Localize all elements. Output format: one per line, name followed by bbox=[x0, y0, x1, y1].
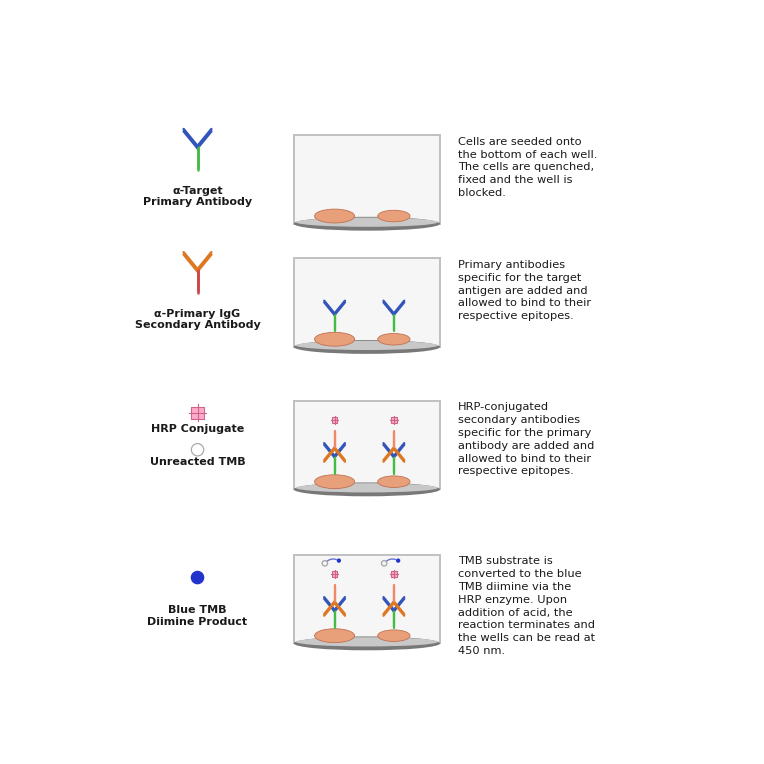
Text: Primary antibodies
specific for the target
antigen are added and
allowed to bind: Primary antibodies specific for the targ… bbox=[458, 260, 591, 321]
Polygon shape bbox=[294, 258, 440, 347]
Text: Unreacted TMB: Unreacted TMB bbox=[150, 458, 245, 468]
Ellipse shape bbox=[296, 341, 438, 350]
Text: α-Target
Primary Antibody: α-Target Primary Antibody bbox=[143, 186, 252, 207]
Polygon shape bbox=[294, 135, 440, 224]
Ellipse shape bbox=[315, 209, 354, 223]
Polygon shape bbox=[191, 406, 204, 419]
Ellipse shape bbox=[315, 629, 354, 643]
Text: HRP-conjugated
secondary antibodies
specific for the primary
antibody are added : HRP-conjugated secondary antibodies spec… bbox=[458, 403, 594, 477]
Text: Blue TMB
Diimine Product: Blue TMB Diimine Product bbox=[147, 605, 248, 627]
Polygon shape bbox=[294, 401, 440, 490]
Ellipse shape bbox=[377, 630, 410, 642]
Text: TMB substrate is
converted to the blue
TMB diimine via the
HRP enzyme. Upon
addi: TMB substrate is converted to the blue T… bbox=[458, 556, 595, 656]
Polygon shape bbox=[391, 417, 397, 422]
Ellipse shape bbox=[294, 217, 440, 231]
Text: HRP Conjugate: HRP Conjugate bbox=[151, 423, 244, 433]
Polygon shape bbox=[332, 417, 337, 422]
Ellipse shape bbox=[191, 444, 204, 456]
Text: Cells are seeded onto
the bottom of each well.
The cells are quenched,
fixed and: Cells are seeded onto the bottom of each… bbox=[458, 137, 597, 198]
Ellipse shape bbox=[191, 571, 204, 584]
Ellipse shape bbox=[294, 340, 440, 354]
Polygon shape bbox=[391, 571, 397, 577]
Ellipse shape bbox=[377, 210, 410, 222]
Polygon shape bbox=[294, 555, 440, 643]
Ellipse shape bbox=[377, 333, 410, 345]
Ellipse shape bbox=[396, 558, 400, 563]
Ellipse shape bbox=[296, 218, 438, 227]
Ellipse shape bbox=[296, 483, 438, 493]
Ellipse shape bbox=[337, 558, 341, 563]
Ellipse shape bbox=[294, 482, 440, 497]
Ellipse shape bbox=[294, 636, 440, 650]
Ellipse shape bbox=[296, 637, 438, 646]
Ellipse shape bbox=[377, 476, 410, 487]
Ellipse shape bbox=[315, 332, 354, 346]
Text: α-Primary IgG
Secondary Antibody: α-Primary IgG Secondary Antibody bbox=[134, 309, 261, 330]
Polygon shape bbox=[332, 571, 337, 577]
Ellipse shape bbox=[315, 474, 354, 489]
